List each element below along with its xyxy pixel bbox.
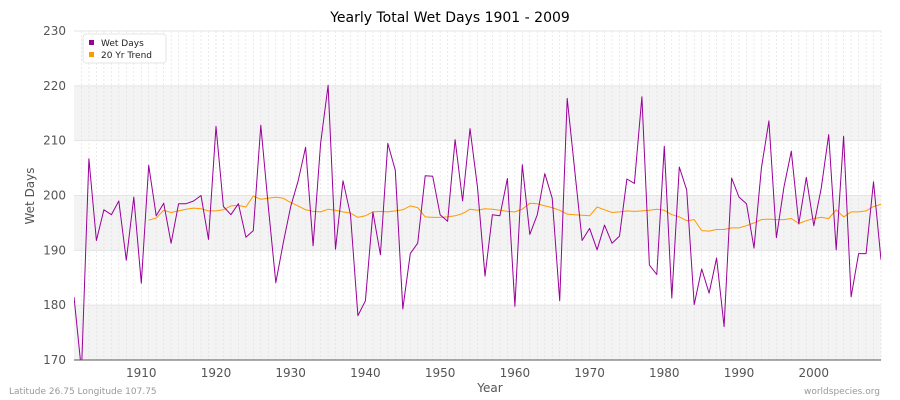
series-layer [74,84,881,360]
x-tick-label: 1990 [724,366,755,380]
y-tick-label: 190 [43,243,66,257]
legend-label-wet-days: Wet Days [101,39,144,49]
y-axis-title: Wet Days [23,167,37,224]
legend: Wet Days 20 Yr Trend [82,33,167,64]
x-tick-label: 1960 [500,366,531,380]
y-tick-label: 170 [43,353,66,367]
x-tick-label: 1930 [275,366,306,380]
footer-coordinates: Latitude 26.75 Longitude 107.75 [9,387,157,397]
y-tick-label: 220 [43,79,66,93]
x-tick-label: 1980 [649,366,680,380]
x-tick-label: 2000 [798,366,829,380]
legend-swatch-wet-days [89,40,94,45]
series-line-wet-days [74,84,881,360]
y-tick-label: 230 [43,24,66,38]
y-tick-label: 180 [43,298,66,312]
x-tick-labels: 1910 1920 1930 1940 1950 1960 1970 1980 1990 2000 [126,366,829,380]
footer-source: worldspecies.org [804,387,880,397]
x-tick-label: 1950 [425,366,456,380]
x-tick-label: 1970 [574,366,605,380]
legend-box [82,33,167,64]
series-line-trend [148,195,881,232]
horizontal-gridlines [74,30,881,361]
x-axis-title: Year [476,381,502,395]
y-tick-labels: 170 180 190 200 210 220 230 [43,24,66,367]
y-tick-label: 210 [43,134,66,148]
x-tick-label: 1910 [126,366,157,380]
legend-label-trend: 20 Yr Trend [101,51,152,61]
x-tick-label: 1940 [350,366,381,380]
legend-swatch-trend [89,52,94,57]
x-tick-label: 1920 [201,366,232,380]
chart-title: Yearly Total Wet Days 1901 - 2009 [329,10,570,26]
y-tick-label: 200 [43,189,66,203]
